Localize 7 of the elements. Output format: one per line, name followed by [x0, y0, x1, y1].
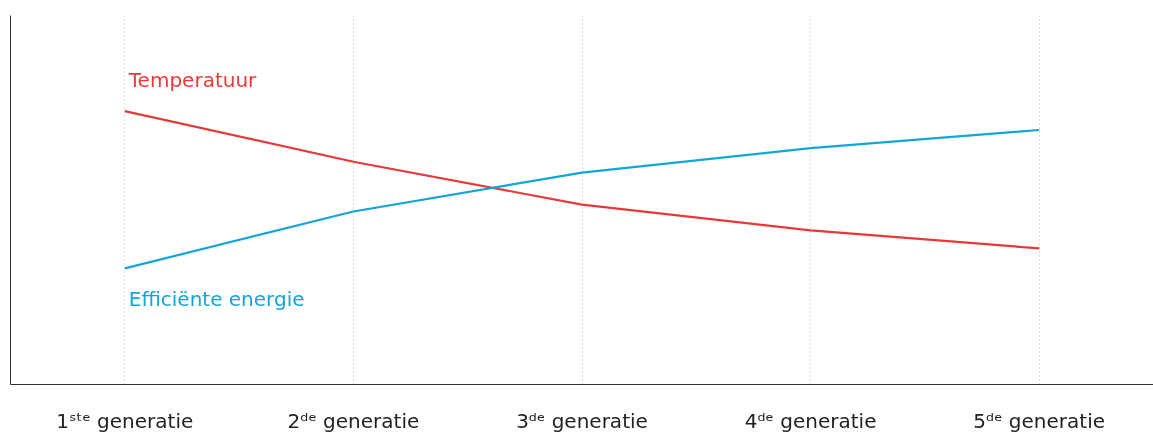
x-tick-label: 3ᵈᵉ generatie: [516, 408, 648, 433]
x-tick-label: 5ᵈᵉ generatie: [973, 408, 1106, 433]
x-tick-label: 4ᵈᵉ generatie: [744, 408, 877, 433]
series-label: Temperatuur: [127, 68, 258, 93]
series-label: Efficiënte energie: [128, 287, 305, 312]
x-tick-label: 1ˢᵗᵉ generatie: [56, 408, 194, 433]
x-tick-label: 2ᵈᵉ generatie: [287, 408, 420, 433]
